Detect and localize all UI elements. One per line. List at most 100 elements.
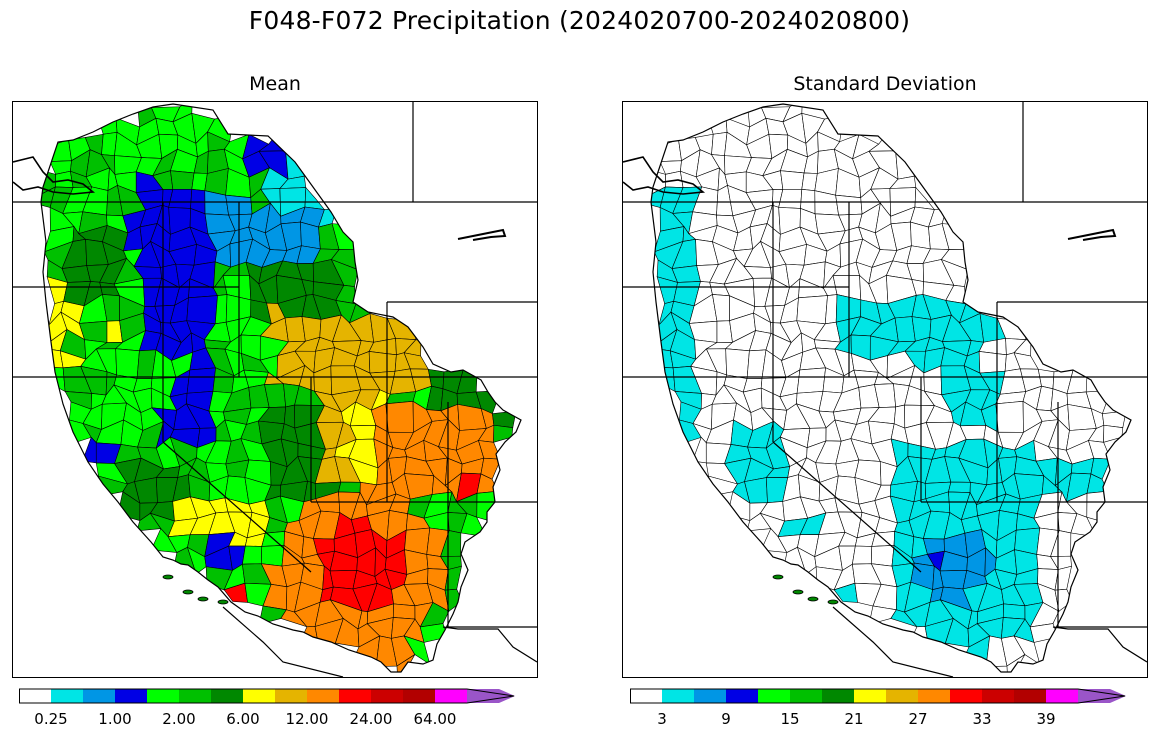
mean-basin-cell — [261, 545, 285, 567]
mean-map-canvas — [13, 102, 537, 677]
mean-basin-cell — [168, 189, 193, 209]
std-island — [792, 589, 804, 595]
mean-colorbar-segment — [51, 689, 83, 703]
std-outside-mask — [623, 102, 1147, 677]
std-colorbar-segment — [918, 689, 950, 703]
mean-colorbar-ticks: 0.25 1.00 2.00 6.00 12.00 24.00 64.00 — [19, 710, 531, 730]
mean-basin-cell — [186, 367, 216, 394]
std-colorbar-tick-label: 3 — [657, 710, 667, 728]
mean-colorbar-tick-label: 12.00 — [285, 710, 329, 728]
mean-coastline — [13, 156, 96, 195]
std-colorbar-outline — [630, 688, 1126, 704]
std-colorbar-segment — [790, 689, 822, 703]
std-island — [772, 574, 784, 580]
mean-outside-mask — [13, 102, 537, 677]
mean-island — [197, 596, 209, 602]
std-region-outline — [650, 103, 1132, 673]
figure-title: F048-F072 Precipitation (2024020700-2024… — [248, 6, 911, 35]
std-basin-cell — [671, 265, 701, 283]
std-basin-cell — [824, 294, 838, 325]
std-colorbar-segment — [758, 689, 790, 703]
std-colorbar-tick-label: 39 — [1036, 710, 1056, 728]
std-colorbar-segment — [630, 689, 662, 703]
mean-island — [182, 589, 194, 595]
mean-basin-cell — [170, 170, 195, 190]
std-basin-cell — [939, 569, 968, 590]
mean-colorbar-segment — [403, 689, 435, 703]
mean-basin-cell — [186, 295, 218, 325]
mean-colorbar-segment — [179, 689, 211, 703]
std-coastline — [623, 156, 706, 195]
mean-island — [162, 574, 174, 580]
std-basin-cell — [978, 351, 1007, 374]
std-basin-cell — [778, 189, 803, 209]
std-basin-cell — [725, 348, 750, 379]
mean-basin-cell — [338, 481, 361, 493]
mean-colorbar-tick-label: 24.00 — [349, 710, 393, 728]
std-colorbar-extend-arrow — [1078, 689, 1126, 703]
mean-border-line — [222, 606, 344, 677]
std-basin-cell — [780, 170, 805, 190]
std-colorbar-segment — [694, 689, 726, 703]
mean-colorbar-tick-label: 0.25 — [34, 710, 68, 728]
mean-colorbar-segment — [339, 689, 371, 703]
std-lake-outline — [1067, 228, 1117, 241]
std-basin-cell — [948, 481, 971, 493]
mean-island — [217, 599, 229, 605]
mean-basin-cell — [385, 400, 414, 433]
mean-colorbar-segment — [275, 689, 307, 703]
std-island — [807, 596, 819, 602]
std-state-border — [772, 441, 922, 573]
mean-colorbar-extend-arrow — [467, 689, 515, 703]
mean-colorbar-segment — [435, 689, 467, 703]
std-colorbar-tick-label: 27 — [908, 710, 928, 728]
std-colorbar-segment — [854, 689, 886, 703]
mean-colorbar-tick-label: 6.00 — [226, 710, 260, 728]
std-colorbar-segment — [662, 689, 694, 703]
mean-lake-outline — [457, 228, 507, 241]
std-border-line — [1052, 626, 1147, 663]
std-island — [827, 599, 839, 605]
std-colorbar-segment — [1046, 689, 1078, 703]
std-colorbar-segment — [726, 689, 758, 703]
panel-title-std: Standard Deviation — [793, 73, 977, 95]
std-colorbar-segment — [982, 689, 1014, 703]
mean-colorbar-segment — [371, 689, 403, 703]
std-colorbar-segment — [1014, 689, 1046, 703]
mean-colorbar-segment — [243, 689, 275, 703]
std-map-canvas — [623, 102, 1147, 677]
std-colorbar — [630, 688, 1142, 704]
std-basin-cell — [796, 295, 828, 325]
mean-basin-cell — [368, 351, 397, 374]
mean-basin-cell — [242, 545, 263, 565]
std-basin-cell — [796, 367, 826, 394]
mean-colorbar-segment — [19, 689, 51, 703]
std-basin-cell — [871, 545, 895, 567]
mean-colorbar-segment — [307, 689, 339, 703]
mean-colorbar-tick-label: 2.00 — [162, 710, 196, 728]
std-colorbar-segment — [822, 689, 854, 703]
std-basin-cell — [665, 170, 684, 188]
mean-colorbar-segment — [83, 689, 115, 703]
mean-border-line — [442, 626, 537, 663]
mean-basin-cell — [329, 569, 358, 590]
std-basin-cell — [852, 545, 873, 565]
std-colorbar-tick-label: 21 — [844, 710, 864, 728]
mean-basin-cell — [61, 265, 91, 283]
mean-colorbar-segment — [211, 689, 243, 703]
mean-colorbar-segment — [147, 689, 179, 703]
mean-basin-cell — [392, 603, 416, 620]
std-colorbar-segment — [886, 689, 918, 703]
panel-title-mean: Mean — [249, 73, 301, 95]
mean-colorbar — [19, 688, 531, 704]
std-basin-cell — [1002, 603, 1026, 620]
std-border-line — [832, 606, 954, 677]
std-colorbar-tick-label: 9 — [721, 710, 731, 728]
mean-state-border — [162, 441, 312, 573]
std-colorbar-ticks: 3 9 15 21 27 33 39 — [630, 710, 1142, 730]
mean-basin-cell — [55, 170, 74, 188]
std-basin-cell — [995, 400, 1024, 433]
mean-colorbar-outline — [19, 688, 515, 704]
std-colorbar-tick-label: 15 — [780, 710, 800, 728]
mean-colorbar-segment — [115, 689, 147, 703]
